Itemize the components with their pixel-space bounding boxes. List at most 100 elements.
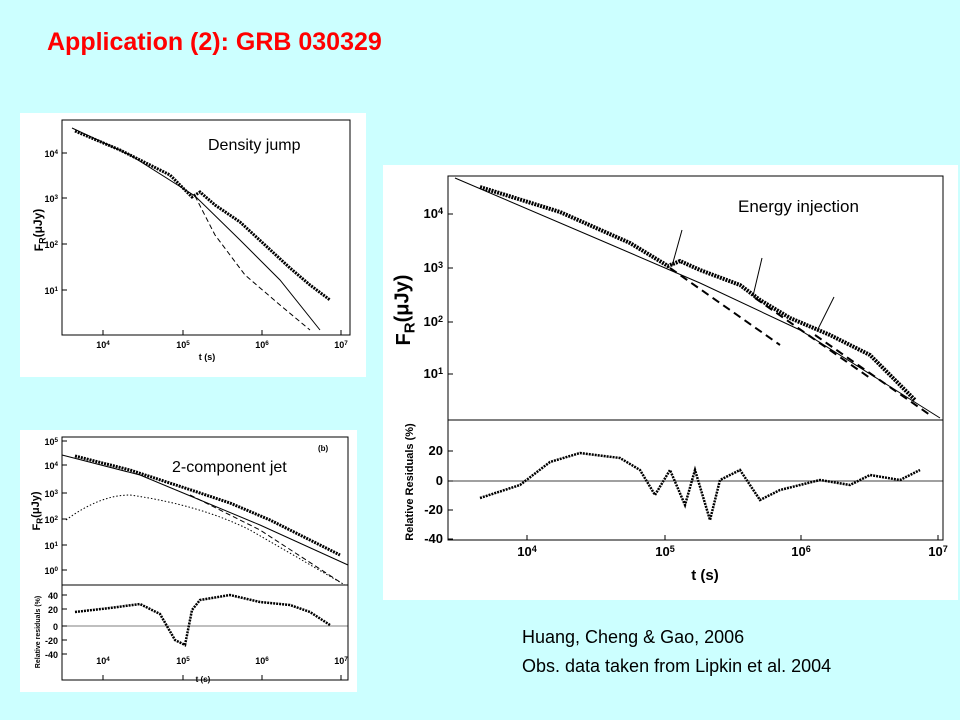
- tick-exponent: 4: [438, 206, 444, 216]
- tick-exponent: 7: [344, 340, 348, 347]
- label-main: F: [31, 524, 43, 531]
- tick-exponent: 1: [54, 286, 58, 293]
- tick-mantissa: 10: [96, 340, 106, 350]
- residual-axis-label: Relative Residuals (%): [404, 423, 416, 541]
- figure-background: [383, 165, 958, 600]
- tick-label: 104: [423, 206, 443, 221]
- y-axis-label: FR(μJy): [30, 491, 44, 530]
- tick-exponent: 4: [106, 656, 110, 663]
- tick-exponent: 5: [186, 340, 190, 347]
- tick-exponent: 4: [54, 461, 58, 468]
- tick-mantissa: 10: [44, 286, 54, 296]
- residual-tick-label: 0: [436, 473, 443, 488]
- tick-label: 102: [423, 314, 443, 329]
- model-curve-dashed: [814, 334, 931, 416]
- tick-exponent: 7: [344, 656, 348, 663]
- energy-injection-figure: [383, 165, 958, 600]
- tick-mantissa: 10: [176, 340, 186, 350]
- tick-label: 106: [255, 340, 269, 350]
- arrow: [816, 296, 835, 332]
- tick-mantissa: 10: [423, 260, 437, 275]
- tick-exponent: 0: [54, 566, 58, 573]
- panel-label: Density jump: [208, 137, 301, 154]
- tick-exponent: 3: [438, 260, 443, 270]
- plot-frame: [61, 119, 351, 336]
- tick-label: 107: [928, 544, 948, 559]
- y-axis-label: FR(μJy): [392, 275, 419, 346]
- density-jump-figure: [20, 113, 366, 377]
- panel-label: 2-component jet: [172, 459, 287, 476]
- tick-label: 102: [44, 240, 58, 250]
- residual-tick-label: -20: [45, 636, 58, 646]
- tick-exponent: 2: [54, 240, 58, 247]
- tick-label: 103: [44, 194, 58, 204]
- tick-label: 103: [44, 489, 58, 499]
- label-rest: (μJy): [31, 209, 45, 238]
- tick-label: 104: [44, 149, 58, 159]
- tick-mantissa: 10: [928, 544, 942, 559]
- residual-tick-label: -20: [424, 502, 443, 517]
- tick-exponent: 3: [54, 194, 58, 201]
- tick-exponent: 6: [265, 656, 269, 663]
- x-axis-label: t (s): [199, 352, 216, 362]
- tick-label: 104: [517, 544, 537, 559]
- tick-label: 100: [44, 566, 58, 576]
- label-rest: (μJy): [392, 275, 414, 323]
- tick-mantissa: 10: [334, 656, 344, 666]
- tick-mantissa: 10: [423, 366, 437, 381]
- label-sub: R: [35, 518, 44, 524]
- tick-exponent: 5: [54, 437, 58, 444]
- residual-tick-label: -40: [45, 650, 58, 660]
- label-sub: R: [38, 237, 48, 244]
- tick-exponent: 6: [806, 544, 811, 554]
- tick-label: 101: [423, 366, 443, 381]
- tick-label: 104: [44, 461, 58, 471]
- tick-exponent: 4: [54, 149, 58, 156]
- tick-mantissa: 10: [44, 566, 54, 576]
- label-main: F: [393, 333, 415, 345]
- tick-mantissa: 10: [44, 194, 54, 204]
- tick-mantissa: 10: [255, 340, 265, 350]
- tick-label: 107: [334, 340, 348, 350]
- observed-data: [479, 185, 917, 402]
- arrow: [752, 257, 763, 297]
- label-rest: (μJy): [30, 491, 42, 518]
- tick-mantissa: 10: [44, 515, 54, 525]
- residual-data: [74, 593, 331, 647]
- tick-label: 103: [423, 260, 443, 275]
- tick-mantissa: 10: [44, 489, 54, 499]
- tick-exponent: 5: [670, 544, 675, 554]
- residual-tick-label: 20: [429, 443, 443, 458]
- tick-exponent: 3: [54, 489, 58, 496]
- tick-label: 101: [44, 541, 58, 551]
- model-curve-dashed: [754, 297, 871, 379]
- tick-mantissa: 10: [44, 240, 54, 250]
- tick-mantissa: 10: [255, 656, 265, 666]
- tick-mantissa: 10: [44, 541, 54, 551]
- x-axis-label: t (s): [691, 567, 719, 584]
- tick-label: 107: [334, 656, 348, 666]
- tick-mantissa: 10: [44, 461, 54, 471]
- tick-mantissa: 10: [44, 437, 54, 447]
- residual-frame: [61, 584, 349, 681]
- tick-mantissa: 10: [517, 544, 531, 559]
- slide-title: Application (2): GRB 030329: [47, 28, 382, 56]
- residual-tick-label: 20: [48, 605, 58, 615]
- wide-component: [65, 494, 346, 586]
- tick-exponent: 5: [186, 656, 190, 663]
- tick-mantissa: 10: [334, 340, 344, 350]
- narrow-component: [189, 494, 341, 583]
- model-curve-dashed: [669, 267, 781, 346]
- tick-exponent: 4: [106, 340, 110, 347]
- tick-label: 105: [176, 340, 190, 350]
- tick-exponent: 4: [532, 544, 538, 554]
- tick-mantissa: 10: [655, 544, 669, 559]
- tick-label: 105: [655, 544, 675, 559]
- tick-mantissa: 10: [176, 656, 186, 666]
- model-curve-dashed: [194, 195, 311, 331]
- tick-label: 104: [96, 340, 110, 350]
- tick-exponent: 6: [265, 340, 269, 347]
- residual-axis-label: Relative residuals (%): [35, 596, 42, 668]
- tick-exponent: 1: [54, 541, 58, 548]
